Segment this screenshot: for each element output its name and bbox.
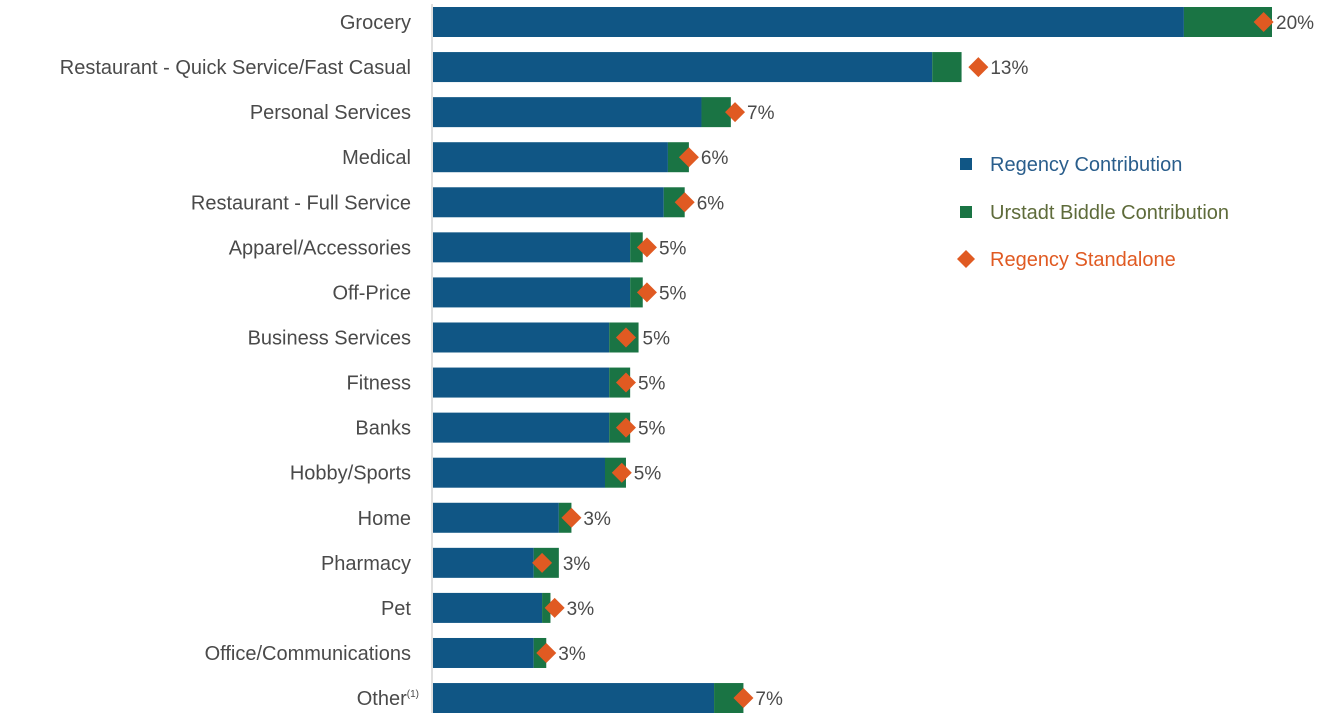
marker-regency-standalone: [674, 192, 695, 213]
category-labels-group: Grocery Restaurant - Quick Service/Fast C…: [60, 12, 419, 710]
marker-regency-standalone: [968, 57, 989, 78]
value-label: 3%: [583, 509, 611, 530]
footnote-marker: (1): [407, 689, 419, 700]
category-label: Office/Communications: [205, 643, 411, 665]
bar-urstadt-biddle-contribution: [667, 142, 689, 173]
bar-regency-contribution: [433, 547, 534, 578]
markers-group: [532, 12, 1274, 709]
legend-label: Regency Standalone: [990, 249, 1176, 271]
category-label: Personal Services: [250, 102, 411, 124]
value-label: 7%: [755, 689, 783, 710]
category-label: Hobby/Sports: [290, 463, 411, 485]
bar-regency-contribution: [433, 592, 543, 623]
value-label: 13%: [990, 58, 1028, 79]
bar-regency-contribution: [433, 277, 631, 308]
marker-regency-standalone: [733, 688, 754, 709]
category-label: Off-Price: [332, 282, 411, 304]
marker-regency-standalone: [561, 507, 582, 528]
value-label: 5%: [638, 419, 666, 440]
category-label: Business Services: [248, 327, 411, 349]
value-label: 5%: [659, 238, 687, 259]
legend-label: Urstadt Biddle Contribution: [990, 202, 1229, 224]
marker-regency-standalone: [678, 147, 699, 168]
marker-regency-standalone: [615, 417, 636, 438]
category-label: Restaurant - Full Service: [191, 192, 411, 214]
category-label: Apparel/Accessories: [229, 237, 411, 259]
bar-urstadt-biddle-contribution: [932, 52, 962, 83]
marker-regency-standalone: [536, 642, 557, 663]
marker-regency-standalone: [532, 552, 553, 573]
bar-regency-contribution: [433, 683, 715, 713]
category-label: Fitness: [347, 373, 411, 395]
bar-regency-contribution: [433, 97, 702, 128]
marker-regency-standalone: [615, 372, 636, 393]
marker-regency-standalone: [636, 282, 657, 303]
value-label: 3%: [563, 554, 591, 575]
bar-regency-contribution: [433, 52, 933, 83]
bars-group: [433, 7, 1272, 713]
value-label: 7%: [747, 103, 775, 124]
value-label: 5%: [659, 283, 687, 304]
marker-regency-standalone: [725, 102, 746, 123]
bar-urstadt-biddle-contribution: [630, 232, 643, 263]
category-label: Home: [358, 508, 411, 530]
category-label: Pharmacy: [321, 553, 411, 575]
bar-urstadt-biddle-contribution: [630, 277, 643, 308]
marker-regency-standalone: [615, 327, 636, 348]
bar-regency-contribution: [433, 412, 610, 443]
category-label: Medical: [342, 147, 411, 169]
value-label: 5%: [643, 328, 671, 349]
legend-swatch: [960, 206, 972, 218]
marker-regency-standalone: [611, 462, 632, 483]
marker-regency-standalone: [1253, 12, 1274, 32]
category-label: Grocery: [340, 12, 411, 34]
legend: Regency Contribution Urstadt Biddle Contr…: [957, 154, 1229, 271]
bar-regency-contribution: [433, 502, 559, 533]
legend-label: Regency Contribution: [990, 154, 1182, 176]
bar-regency-contribution: [433, 142, 668, 173]
category-label: Pet: [381, 598, 411, 620]
value-label: 3%: [558, 644, 586, 665]
category-label: Banks: [355, 418, 411, 440]
bar-regency-contribution: [433, 232, 631, 263]
marker-regency-standalone: [636, 237, 657, 258]
value-label: 5%: [638, 374, 666, 395]
value-label: 6%: [701, 148, 729, 169]
category-label: Restaurant - Quick Service/Fast Casual: [60, 57, 411, 79]
legend-swatch: [960, 158, 972, 170]
bar-regency-contribution: [433, 187, 664, 218]
value-labels-group: 20% 13% 7% 6% 6% 5% 5% 5% 5% 5% 5% 3% 3% 3% 3% 7%: [558, 13, 1314, 710]
category-label: Other(1): [357, 688, 419, 710]
bar-urstadt-biddle-contribution: [663, 187, 685, 218]
bar-regency-contribution: [433, 457, 605, 488]
value-label: 3%: [567, 599, 595, 620]
value-label: 6%: [697, 193, 725, 214]
marker-regency-standalone: [544, 597, 565, 618]
bar-regency-contribution: [433, 7, 1184, 37]
bar-regency-contribution: [433, 637, 534, 668]
legend-swatch-diamond: [957, 250, 975, 268]
bar-regency-contribution: [433, 322, 610, 353]
value-label: 5%: [634, 464, 662, 485]
value-label: 20%: [1276, 13, 1314, 34]
bar-regency-contribution: [433, 367, 610, 398]
